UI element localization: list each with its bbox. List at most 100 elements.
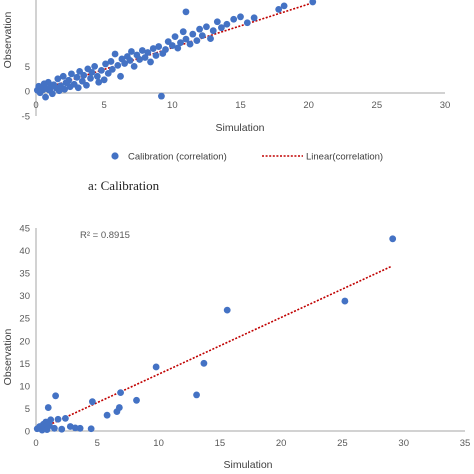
chart-a-y-axis-label: Observation	[2, 12, 14, 69]
chartA-data-point	[59, 72, 67, 80]
chartA-data-point	[147, 58, 154, 66]
chart-b-r2-annotation: R² = 0.8915	[80, 230, 130, 241]
chartA-data-point	[136, 56, 144, 63]
chartB-data-point	[54, 415, 62, 423]
chartA-data-point	[100, 76, 108, 84]
chartA-data-point	[98, 66, 105, 74]
chartA-data-point	[68, 70, 75, 78]
chartB-data-point	[62, 414, 69, 422]
chartB-data-point	[50, 424, 58, 432]
chartB-data-point	[47, 416, 55, 424]
chartA-data-point	[168, 42, 176, 49]
chartA-data-point	[230, 15, 238, 23]
chartA-data-point	[128, 48, 135, 55]
chartB-y-tick-label: 40	[19, 246, 30, 257]
chartB-y-tick-label: 25	[19, 314, 30, 325]
chartA-data-point	[88, 68, 96, 76]
chart-a-legend: Calibration (correlation) Linear(correla…	[111, 152, 383, 163]
chartB-x-tick-label: 10	[153, 438, 164, 449]
chartA-data-point	[95, 78, 103, 86]
chartA-data-point	[87, 74, 94, 82]
chartB-data-point	[52, 392, 60, 400]
chartA-data-point	[243, 19, 251, 27]
chartA-y-tick-label: -5	[22, 112, 30, 123]
chartB-y-tick-label: 0	[25, 427, 30, 438]
chartA-data-point	[218, 24, 225, 32]
chartA-data-point	[83, 81, 90, 89]
chartA-x-tick-label: 30	[440, 100, 451, 111]
chartA-data-point	[155, 43, 163, 50]
chartA-data-point	[65, 76, 73, 84]
chartA-data-point	[108, 65, 116, 73]
chartB-data-point	[389, 235, 397, 243]
caption-a: a: Calibration	[88, 178, 160, 193]
chartA-x-tick-label: 15	[235, 100, 246, 111]
chartB-data-point	[87, 425, 95, 433]
chartB-x-tick-label: 20	[276, 438, 287, 449]
chartA-data-point	[196, 25, 204, 33]
legend-linear-label: Linear(correlation)	[306, 152, 383, 163]
legend-calibration-label: Calibration (correlation)	[128, 152, 227, 163]
chartA-data-point	[162, 46, 169, 53]
chartB-trendline	[35, 265, 392, 432]
chartB-x-tick-label: 15	[215, 438, 226, 449]
chartB-y-tick-label: 10	[19, 381, 30, 392]
chartB-x-tick-label: 35	[460, 438, 471, 449]
chartB-data-point	[71, 424, 79, 432]
chartB-data-point	[88, 398, 96, 406]
chartB-data-point	[103, 411, 111, 419]
chartA-data-point	[73, 73, 81, 81]
chartA-x-tick-label: 0	[33, 100, 38, 111]
chartB-x-tick-label: 0	[33, 438, 38, 449]
chartA-data-point	[213, 18, 221, 26]
chartA-data-point	[107, 58, 115, 65]
chartA-data-point	[61, 85, 69, 93]
chartA-data-point	[74, 84, 82, 92]
chartB-data-point	[133, 396, 140, 404]
chartA-data-point	[114, 62, 122, 69]
chartA-data-point	[121, 60, 129, 67]
chartA-data-point	[189, 30, 197, 38]
chartB-y-tick-label: 15	[19, 359, 30, 370]
chartA-data-point	[309, 0, 317, 6]
chartA-data-point	[209, 27, 217, 35]
chartB-x-tick-label: 30	[398, 438, 409, 449]
calibration-chart: -505 0 5 10 15 20 25 30 Simulation Observation	[2, 0, 450, 134]
chartB-data-point	[152, 363, 160, 371]
chartA-data-point	[193, 37, 201, 45]
chartB-data-point	[44, 404, 52, 411]
chartA-data-point	[91, 63, 99, 70]
chartA-data-point	[130, 63, 138, 70]
chartB-x-tick-label: 5	[95, 438, 100, 449]
chartA-data-point	[102, 60, 109, 68]
chartB-data-point	[223, 306, 231, 314]
chartB-data-point	[117, 389, 124, 397]
chartA-data-point	[198, 32, 206, 40]
chartB-data-point	[341, 297, 349, 305]
chartA-data-point	[42, 93, 49, 101]
chartA-data-point	[117, 72, 124, 80]
chartA-data-point	[223, 20, 231, 28]
chartA-data-point	[186, 40, 194, 48]
chartA-data-point	[149, 45, 157, 52]
chartB-data-point	[115, 404, 123, 411]
chart-a-x-axis-label: Simulation	[215, 122, 264, 134]
chartB-y-tick-label: 35	[19, 269, 30, 280]
chartB-y-tick-label: 5	[25, 404, 30, 415]
chartA-data-point	[111, 50, 119, 58]
chartA-data-point	[177, 39, 184, 46]
chartA-data-point	[54, 75, 62, 83]
chartA-y-tick-label: 5	[25, 62, 30, 73]
chartA-data-point	[171, 33, 179, 41]
chartA-data-point	[280, 2, 288, 10]
chartA-data-point	[203, 23, 210, 31]
chartB-y-tick-label: 30	[19, 291, 30, 302]
chart-b-x-axis-label: Simulation	[223, 459, 272, 471]
chartB-data-point	[58, 425, 66, 433]
chartA-data-point	[174, 44, 182, 52]
chartB-y-tick-label: 45	[19, 224, 30, 235]
chartA-data-point	[80, 71, 88, 79]
chartA-data-point	[152, 52, 160, 59]
chartA-data-point	[138, 47, 146, 54]
